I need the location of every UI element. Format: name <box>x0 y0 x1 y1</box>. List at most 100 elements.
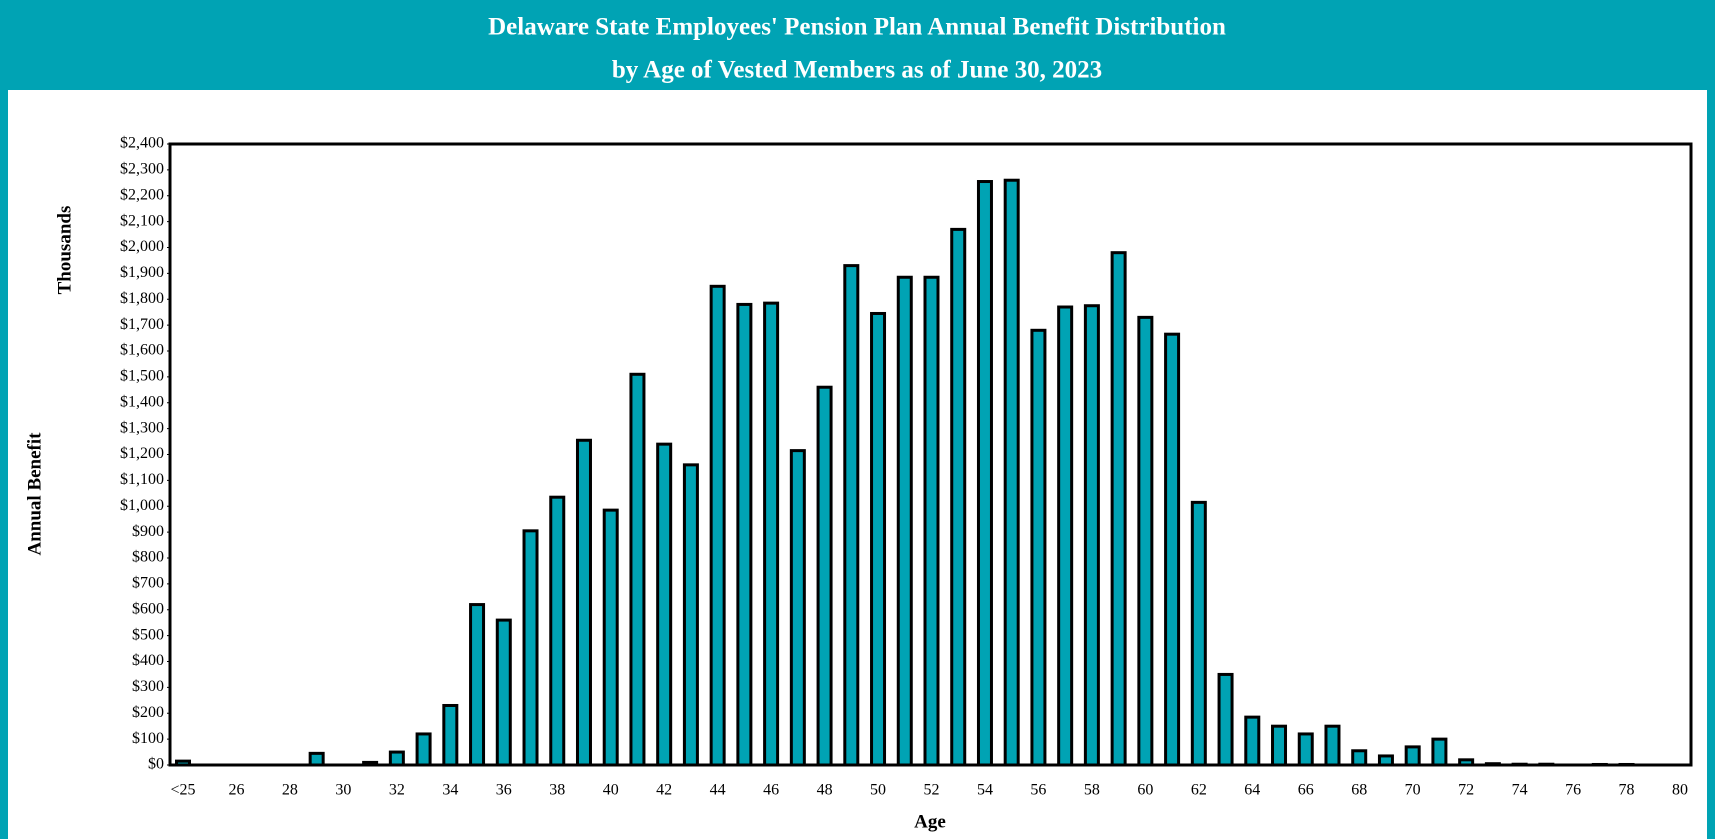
y-tick-label: $100 <box>132 730 164 747</box>
y-tick-label: $1,400 <box>120 393 164 410</box>
x-tick-label: 30 <box>335 782 351 799</box>
y-axis-unit: Thousands <box>54 206 75 295</box>
x-tick-label: 36 <box>496 782 512 799</box>
x-tick-label: 44 <box>710 782 726 799</box>
bar <box>1351 749 1368 767</box>
x-tick-label: 32 <box>389 782 405 799</box>
chart-subtitle: by Age of Vested Members as of June 30, … <box>612 57 1102 84</box>
bar <box>1458 758 1475 767</box>
x-tick-label: 68 <box>1351 782 1367 799</box>
y-tick-label: $2,200 <box>120 186 164 203</box>
bar <box>1511 762 1528 767</box>
x-tick-label: 38 <box>549 782 565 799</box>
bar <box>1083 304 1100 767</box>
bar <box>1244 715 1261 767</box>
bar <box>1431 737 1448 767</box>
y-tick-label: $1,300 <box>120 419 164 436</box>
y-tick-label: $400 <box>132 652 164 669</box>
x-tick-label: 76 <box>1565 782 1581 799</box>
x-tick-label: <25 <box>170 782 195 799</box>
y-tick-label: $500 <box>132 626 164 643</box>
bar <box>469 603 486 767</box>
bar <box>549 495 566 767</box>
x-tick-label: 48 <box>817 782 833 799</box>
bar <box>1110 251 1127 767</box>
y-tick-label: $600 <box>132 600 164 617</box>
y-tick-label: $300 <box>132 678 164 695</box>
y-tick-label: $1,500 <box>120 368 164 385</box>
x-tick-label: 80 <box>1672 782 1688 799</box>
bar <box>709 284 726 767</box>
bar <box>495 618 512 767</box>
bar <box>575 438 592 767</box>
y-tick-label: $2,300 <box>120 161 164 178</box>
y-tick-label: $1,800 <box>120 290 164 307</box>
x-tick-label: 66 <box>1298 782 1314 799</box>
x-tick-label: 46 <box>763 782 779 799</box>
x-tick-label: 26 <box>228 782 244 799</box>
bar <box>1618 762 1635 767</box>
bar <box>763 301 780 767</box>
x-tick-label: 58 <box>1084 782 1100 799</box>
y-axis-title: Annual Benefit <box>24 432 45 556</box>
bar <box>950 227 967 767</box>
y-tick-label: $2,000 <box>120 238 164 255</box>
bar <box>522 529 539 767</box>
bar <box>1324 724 1341 767</box>
y-tick-label: $900 <box>132 523 164 540</box>
bar <box>415 732 432 767</box>
x-tick-label: 74 <box>1512 782 1528 799</box>
bar <box>870 311 887 767</box>
bar <box>843 264 860 767</box>
bar <box>896 275 913 767</box>
bar <box>1297 732 1314 767</box>
bar <box>442 703 459 767</box>
bar <box>736 302 753 767</box>
y-tick-label: $0 <box>148 756 164 773</box>
bar <box>656 442 673 767</box>
bar <box>1057 305 1074 767</box>
bar <box>602 508 619 767</box>
y-tick-label: $1,600 <box>120 342 164 359</box>
x-tick-label: 60 <box>1137 782 1153 799</box>
bar <box>1591 762 1608 767</box>
chart-title: Delaware State Employees' Pension Plan A… <box>488 14 1226 41</box>
x-tick-label: 72 <box>1458 782 1474 799</box>
x-tick-label: 50 <box>870 782 886 799</box>
bar <box>1404 745 1421 767</box>
bar <box>1190 500 1207 767</box>
y-tick-label: $200 <box>132 704 164 721</box>
bar <box>682 463 699 767</box>
y-tick-label: $1,000 <box>120 497 164 514</box>
bar <box>175 759 191 767</box>
y-tick-label: $1,700 <box>120 316 164 333</box>
bar <box>629 372 646 767</box>
x-axis-title: Age <box>914 811 946 832</box>
x-tick-label: 34 <box>442 782 458 799</box>
y-tick-label: $1,200 <box>120 445 164 462</box>
x-tick-label: 56 <box>1030 782 1046 799</box>
x-tick-label: 40 <box>603 782 619 799</box>
bar <box>1030 328 1047 767</box>
bar <box>388 750 405 767</box>
bar <box>1217 672 1234 767</box>
header-band <box>0 0 1715 90</box>
x-tick-label: 70 <box>1405 782 1421 799</box>
bar <box>362 760 379 767</box>
x-tick-label: 78 <box>1619 782 1635 799</box>
y-tick-label: $2,100 <box>120 212 164 229</box>
x-tick-label: 64 <box>1244 782 1260 799</box>
y-tick-label: $1,900 <box>120 264 164 281</box>
y-tick-label: $700 <box>132 575 164 592</box>
x-tick-label: 62 <box>1191 782 1207 799</box>
y-tick-label: $1,100 <box>120 471 164 488</box>
bar <box>1484 762 1501 767</box>
bar <box>816 385 833 767</box>
bar <box>1538 762 1555 767</box>
bar <box>976 180 993 767</box>
y-tick-label: $800 <box>132 549 164 566</box>
bar <box>1137 315 1154 767</box>
